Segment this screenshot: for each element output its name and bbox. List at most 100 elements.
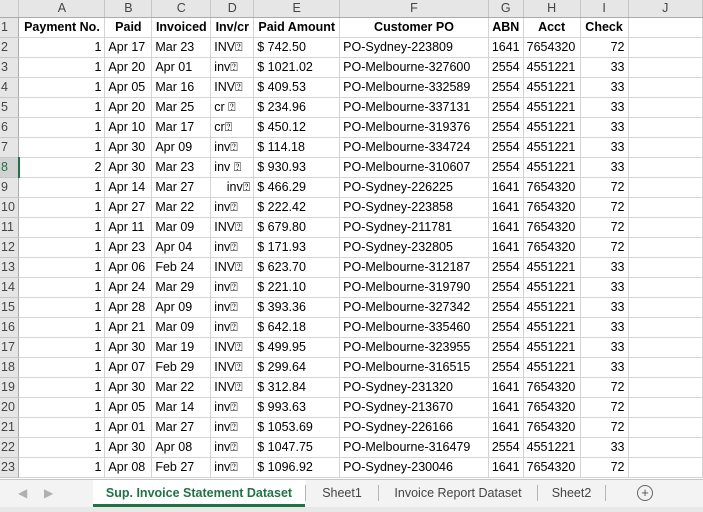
paid-date-cell[interactable]: Apr 05 [104, 397, 153, 418]
acct-cell[interactable]: 7654320 [523, 377, 581, 398]
abn-cell[interactable]: 2554 [488, 277, 524, 298]
inv-cr-cell[interactable]: inv⍰ [210, 417, 255, 438]
abn-cell[interactable]: 2554 [488, 297, 524, 318]
check-cell[interactable]: 33 [580, 357, 629, 378]
acct-cell[interactable]: 7654320 [523, 197, 581, 218]
empty-cell[interactable] [628, 197, 703, 218]
inv-cr-cell[interactable]: INV⍰ [210, 77, 255, 98]
customer-po-cell[interactable]: PO-Sydney-223809 [339, 37, 489, 58]
abn-cell[interactable]: 2554 [488, 357, 524, 378]
column-header-j[interactable]: J [628, 0, 703, 18]
paid-amount-cell[interactable]: $ 499.95 [253, 337, 341, 358]
payment-no-cell[interactable]: 1 [18, 197, 106, 218]
paid-amount-cell[interactable]: $ 312.84 [253, 377, 341, 398]
check-cell[interactable]: 33 [580, 337, 629, 358]
invoiced-date-cell[interactable]: Feb 24 [151, 257, 212, 278]
column-header-i[interactable]: I [580, 0, 629, 18]
acct-cell[interactable]: 4551221 [523, 117, 581, 138]
check-cell[interactable]: 33 [580, 257, 629, 278]
paid-amount-cell[interactable]: $ 221.10 [253, 277, 341, 298]
empty-cell[interactable] [628, 397, 703, 418]
acct-cell[interactable]: 4551221 [523, 257, 581, 278]
payment-no-cell[interactable]: 1 [18, 257, 106, 278]
row-header[interactable]: 14 [0, 277, 20, 298]
paid-date-cell[interactable]: Apr 21 [104, 317, 153, 338]
empty-cell[interactable] [628, 237, 703, 258]
empty-cell[interactable] [628, 437, 703, 458]
inv-cr-cell[interactable]: inv⍰ [210, 397, 255, 418]
header-cell[interactable] [628, 17, 703, 38]
acct-cell[interactable]: 7654320 [523, 397, 581, 418]
invoiced-date-cell[interactable]: Mar 16 [151, 77, 212, 98]
invoiced-date-cell[interactable]: Mar 23 [151, 37, 212, 58]
abn-cell[interactable]: 1641 [488, 197, 524, 218]
acct-cell[interactable]: 4551221 [523, 297, 581, 318]
customer-po-cell[interactable]: PO-Melbourne-327342 [339, 297, 489, 318]
inv-cr-cell[interactable]: INV⍰ [210, 377, 255, 398]
customer-po-cell[interactable]: PO-Sydney-226225 [339, 177, 489, 198]
invoiced-date-cell[interactable]: Mar 25 [151, 97, 212, 118]
invoiced-date-cell[interactable]: Apr 09 [151, 297, 212, 318]
row-header[interactable]: 19 [0, 377, 20, 398]
payment-no-cell[interactable]: 1 [18, 297, 106, 318]
payment-no-cell[interactable]: 1 [18, 317, 106, 338]
customer-po-cell[interactable]: PO-Melbourne-334724 [339, 137, 489, 158]
paid-amount-cell[interactable]: $ 930.93 [253, 157, 341, 178]
inv-cr-cell[interactable]: inv⍰ [210, 237, 255, 258]
paid-date-cell[interactable]: Apr 30 [104, 137, 153, 158]
customer-po-cell[interactable]: PO-Melbourne-335460 [339, 317, 489, 338]
abn-cell[interactable]: 2554 [488, 97, 524, 118]
row-header[interactable]: 18 [0, 357, 20, 378]
paid-amount-cell[interactable]: $ 234.96 [253, 97, 341, 118]
check-cell[interactable]: 33 [580, 97, 629, 118]
empty-cell[interactable] [628, 337, 703, 358]
row-header[interactable]: 6 [0, 117, 20, 138]
empty-cell[interactable] [628, 97, 703, 118]
invoiced-date-cell[interactable]: Mar 17 [151, 117, 212, 138]
paid-date-cell[interactable]: Apr 30 [104, 437, 153, 458]
header-cell[interactable]: ABN [488, 17, 524, 38]
row-header[interactable]: 10 [0, 197, 20, 218]
customer-po-cell[interactable]: PO-Melbourne-316479 [339, 437, 489, 458]
acct-cell[interactable]: 7654320 [523, 177, 581, 198]
empty-cell[interactable] [628, 37, 703, 58]
payment-no-cell[interactable]: 1 [18, 97, 106, 118]
prev-sheet-icon[interactable]: ◀ [18, 486, 28, 500]
inv-cr-cell[interactable]: INV⍰ [210, 37, 255, 58]
empty-cell[interactable] [628, 177, 703, 198]
paid-amount-cell[interactable]: $ 409.53 [253, 77, 341, 98]
row-header[interactable]: 20 [0, 397, 20, 418]
abn-cell[interactable]: 2554 [488, 437, 524, 458]
payment-no-cell[interactable]: 1 [18, 217, 106, 238]
customer-po-cell[interactable]: PO-Sydney-231320 [339, 377, 489, 398]
invoiced-date-cell[interactable]: Mar 27 [151, 417, 212, 438]
payment-no-cell[interactable]: 1 [18, 417, 106, 438]
acct-cell[interactable]: 4551221 [523, 157, 581, 178]
row-header[interactable]: 15 [0, 297, 20, 318]
add-sheet-icon[interactable]: + [637, 485, 653, 501]
empty-cell[interactable] [628, 417, 703, 438]
acct-cell[interactable]: 4551221 [523, 337, 581, 358]
paid-date-cell[interactable]: Apr 27 [104, 197, 153, 218]
column-header-d[interactable]: D [210, 0, 255, 18]
empty-cell[interactable] [628, 157, 703, 178]
acct-cell[interactable]: 4551221 [523, 137, 581, 158]
row-header[interactable]: 23 [0, 457, 20, 478]
invoiced-date-cell[interactable]: Apr 09 [151, 137, 212, 158]
payment-no-cell[interactable]: 1 [18, 357, 106, 378]
inv-cr-cell[interactable]: INV⍰ [210, 217, 255, 238]
inv-cr-cell[interactable]: inv⍰ [210, 137, 255, 158]
payment-no-cell[interactable]: 1 [18, 37, 106, 58]
check-cell[interactable]: 72 [580, 237, 629, 258]
inv-cr-cell[interactable]: inv⍰ [210, 317, 255, 338]
check-cell[interactable]: 33 [580, 277, 629, 298]
row-header[interactable]: 4 [0, 77, 20, 98]
abn-cell[interactable]: 2554 [488, 117, 524, 138]
check-cell[interactable]: 72 [580, 457, 629, 478]
customer-po-cell[interactable]: PO-Sydney-226166 [339, 417, 489, 438]
column-header-h[interactable]: H [523, 0, 581, 18]
payment-no-cell[interactable]: 1 [18, 57, 106, 78]
acct-cell[interactable]: 7654320 [523, 237, 581, 258]
paid-amount-cell[interactable]: $ 450.12 [253, 117, 341, 138]
invoiced-date-cell[interactable]: Feb 29 [151, 357, 212, 378]
